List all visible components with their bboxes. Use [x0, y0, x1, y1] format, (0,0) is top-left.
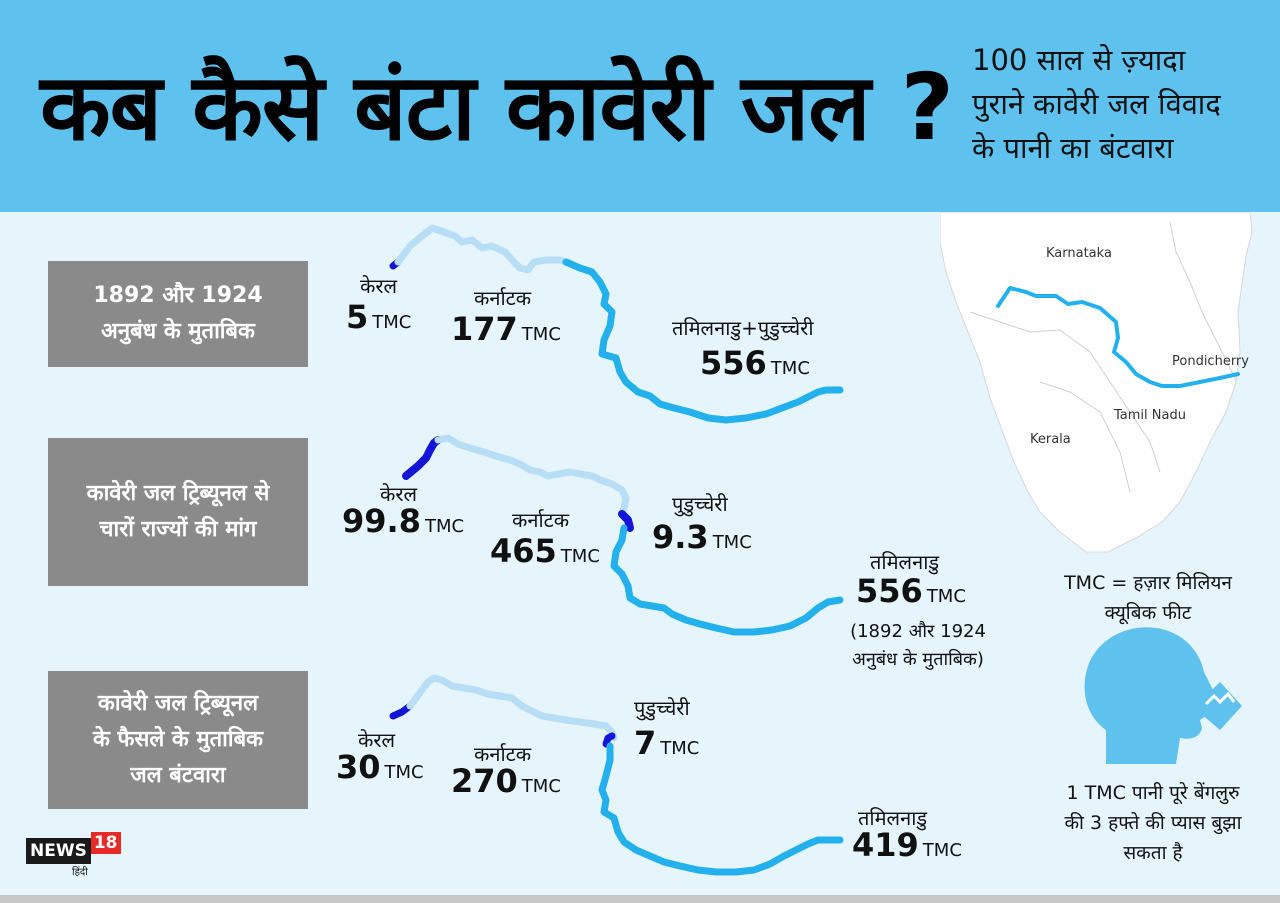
- s3-karnataka-value: 270 TMC: [451, 762, 561, 800]
- map-label-kerala: Kerala: [1030, 432, 1071, 447]
- fact-text: 1 TMC पानी पूरे बेंगलुरु की 3 हफ्ते की प्…: [1064, 782, 1242, 864]
- s2-karnataka-value: 465 TMC: [490, 532, 600, 570]
- s2-tamilnadu-note: (1892 और 1924 अनुबंध के मुताबिक): [850, 621, 986, 670]
- map-label-tamilnadu: Tamil Nadu: [1114, 408, 1186, 423]
- river-3-karnataka: [406, 674, 618, 742]
- tmc-definition: TMC = हज़ार मिलियन क्यूबिक फीट: [1064, 572, 1232, 624]
- s2-karnataka-label: कर्नाटक: [512, 508, 570, 532]
- river-2-puducherry: [618, 510, 634, 532]
- s2-tamilnadu-label: तमिलनाडु: [870, 550, 940, 574]
- map-label-karnataka: Karnataka: [1046, 246, 1112, 261]
- s2-kerala-label: केरल: [380, 482, 418, 506]
- section-3-label: कावेरी जल ट्रिब्यूनल के फैसले के मुताबिक ज…: [48, 671, 308, 809]
- s2-puducherry-value: 9.3 TMC: [652, 518, 752, 556]
- s1-karnataka-label: कर्नाटक: [474, 286, 532, 310]
- map-river: [996, 286, 1240, 388]
- page-subtitle: 100 साल से ज़्यादा पुराने कावेरी जल विवा…: [972, 43, 1221, 165]
- map-state-border: [969, 221, 1237, 493]
- s1-kerala-label: केरल: [360, 274, 398, 298]
- s1-tamilnadu-label: तमिलनाडु+पुडुच्चेरी: [672, 316, 814, 340]
- river-2-kerala: [402, 436, 442, 480]
- s3-kerala-value: 30 TMC: [336, 748, 424, 786]
- section-1-label: 1892 और 1924 अनुबंध के मुताबिक: [48, 261, 308, 367]
- header-banner: कब कैसे बंटा कावेरी जल ? 100 साल से ज़्य…: [0, 0, 1280, 212]
- map-landmass: [940, 212, 1253, 553]
- s3-puducherry-label: पुडुच्चेरी: [634, 696, 690, 720]
- river-1: [389, 224, 844, 424]
- section-2-label: कावेरी जल ट्रिब्यूनल से चारों राज्यों की …: [48, 438, 308, 586]
- s2-puducherry-label: पुडुच्चेरी: [672, 492, 728, 516]
- s3-kerala-label: केरल: [358, 728, 396, 752]
- river-3-puducherry: [602, 732, 616, 748]
- bottom-bar: [0, 895, 1280, 903]
- s3-tamilnadu-label: तमिलनाडु: [858, 806, 928, 830]
- map-label-pondicherry: Pondicherry: [1172, 354, 1249, 369]
- s3-tamilnadu-value: 419 TMC: [852, 826, 962, 864]
- river-2-karnataka: [434, 434, 630, 518]
- s1-karnataka-value: 177 TMC: [451, 310, 561, 348]
- s3-puducherry-value: 7 TMC: [634, 724, 700, 762]
- s3-karnataka-label: कर्नाटक: [474, 742, 532, 766]
- s2-tamilnadu-value: 556 TMC: [856, 572, 966, 610]
- river-3-tamilnadu: [598, 742, 844, 876]
- s1-tamilnadu-value: 556 TMC: [700, 344, 810, 382]
- south-india-map: [940, 212, 1253, 553]
- s1-kerala-value: 5 TMC: [346, 298, 412, 336]
- river-3: [389, 674, 844, 876]
- river-1-karnataka: [394, 224, 570, 274]
- head-drinking-water-icon: [1084, 627, 1242, 764]
- page-title: कब कैसे बंटा कावेरी जल ?: [40, 54, 954, 161]
- river-2: [402, 434, 844, 636]
- river-1-tamilnadu: [562, 258, 844, 424]
- s2-kerala-value: 99.8 TMC: [342, 502, 465, 540]
- river-2-tamilnadu: [610, 524, 844, 636]
- news18-logo: NEWS 18 हिंदी: [26, 832, 121, 878]
